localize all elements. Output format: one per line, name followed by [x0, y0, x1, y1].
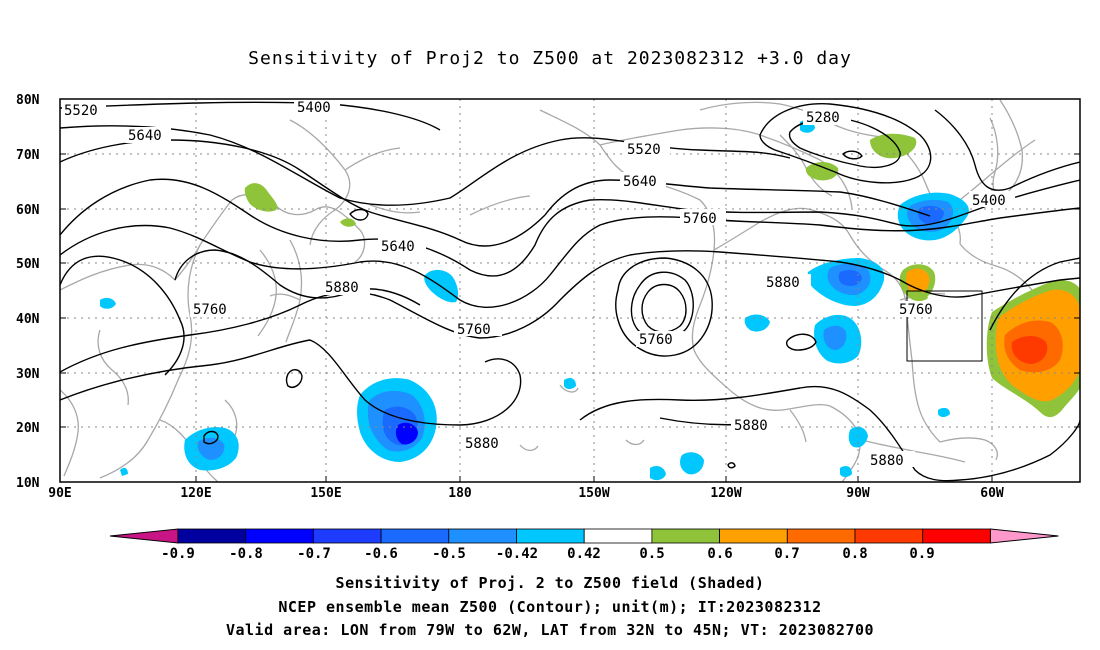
contour-label: 5760 — [193, 302, 227, 318]
colorbar-label: -0.9 — [161, 546, 195, 562]
colorbar-segment — [177, 528, 247, 544]
lon-label-180: 180 — [448, 486, 472, 501]
axis-ticks — [60, 153, 1080, 482]
lat-label-80n: 80N — [16, 93, 40, 108]
grid-lines — [60, 99, 1080, 482]
contour-label: 5760 — [639, 332, 673, 348]
colorbar-segment — [516, 528, 585, 544]
colorbar-segment — [380, 528, 450, 544]
colorbar-label: -0.7 — [297, 546, 331, 562]
lon-label-120w: 120W — [710, 486, 741, 501]
contour-label: 5400 — [297, 100, 331, 116]
contour-label: 5520 — [64, 103, 98, 119]
lat-label-30n: 30N — [16, 367, 40, 382]
lon-label-90e: 90E — [48, 486, 71, 501]
contour-label: 5640 — [128, 128, 162, 144]
lon-label-90w: 90W — [846, 486, 870, 501]
colorbar-label: -0.5 — [432, 546, 466, 562]
lat-label-50n: 50N — [16, 257, 40, 272]
colorbar-segment — [922, 528, 991, 544]
contour-label: 5880 — [870, 453, 904, 469]
colorbar-label: 0.7 — [774, 546, 799, 562]
contour-label: 5520 — [627, 142, 661, 158]
valid-area-box — [906, 290, 983, 362]
colorbar-label: 0.5 — [639, 546, 664, 562]
contour-label: 5640 — [381, 239, 415, 255]
lat-label-60n: 60N — [16, 203, 40, 218]
lon-label-60w: 60W — [980, 486, 1004, 501]
colorbar-segment — [854, 528, 924, 544]
caption-line-3: Valid area: LON from 79W to 62W, LAT fro… — [225, 621, 875, 639]
contour-label: 5880 — [766, 275, 800, 291]
colorbar-arrow-left — [109, 528, 179, 544]
lat-label-40n: 40N — [16, 312, 40, 327]
contour-label: 5760 — [457, 322, 491, 338]
colorbar-label: 0.42 — [567, 546, 601, 562]
contour-label: 5400 — [972, 193, 1006, 209]
contour-label: 5760 — [899, 302, 933, 318]
contour-label: 5640 — [623, 174, 657, 190]
lon-label-150w: 150W — [578, 486, 609, 501]
contour-label: 5880 — [734, 418, 768, 434]
colorbar-arrow-right — [989, 528, 1059, 544]
contour-label: 5760 — [683, 211, 717, 227]
colorbar-label: 0.9 — [909, 546, 934, 562]
longitude-labels: 90E 120E 150E 180 150W 120W 90W 60W — [48, 486, 1004, 501]
colorbar-label: 0.8 — [842, 546, 867, 562]
caption-line-2: NCEP ensemble mean Z500 (Contour); unit(… — [278, 598, 822, 616]
colorbar-labels: -0.9 -0.8 -0.7 -0.6 -0.5 -0.42 0.42 0.5 … — [161, 546, 935, 562]
colorbar — [109, 528, 1059, 544]
map-border — [59, 98, 1081, 483]
contour-label: 5880 — [325, 280, 359, 296]
contour-labels: 5520 5400 5640 5520 5280 5640 5400 5760 … — [62, 99, 1015, 469]
colorbar-segment — [312, 528, 382, 544]
colorbar-segment — [651, 528, 721, 544]
colorbar-label: -0.42 — [496, 546, 538, 562]
colorbar-segment — [245, 528, 314, 544]
colorbar-label: -0.8 — [229, 546, 263, 562]
colorbar-segment — [448, 528, 517, 544]
caption-line-1: Sensitivity of Proj. 2 to Z500 field (Sh… — [335, 574, 765, 592]
colorbar-label: 0.6 — [707, 546, 732, 562]
contour-label: 5280 — [806, 110, 840, 126]
lat-label-70n: 70N — [16, 148, 40, 163]
contour-label: 5880 — [465, 436, 499, 452]
lat-label-20n: 20N — [16, 421, 40, 436]
latitude-labels: 80N 70N 60N 50N 40N 30N 20N 10N — [16, 93, 40, 491]
plot-title: Sensitivity of Proj2 to Z500 at 20230823… — [248, 48, 852, 69]
lon-label-120e: 120E — [180, 486, 211, 501]
colorbar-label: -0.6 — [364, 546, 398, 562]
z500-contours — [60, 101, 1080, 482]
colorbar-segment — [719, 528, 788, 544]
lat-label-10n: 10N — [16, 476, 40, 491]
colorbar-segment — [583, 528, 653, 544]
colorbar-segment — [786, 528, 856, 544]
lon-label-150e: 150E — [310, 486, 341, 501]
